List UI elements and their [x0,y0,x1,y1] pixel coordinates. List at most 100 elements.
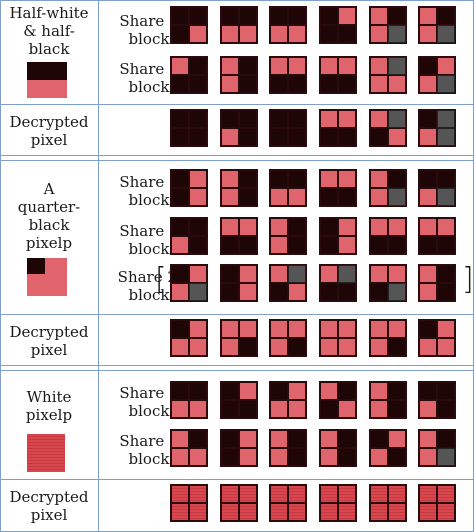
subpixel [288,170,306,188]
subpixel [171,283,189,301]
subpixel [221,485,239,503]
subpixel [388,382,406,400]
share-block [220,381,258,419]
subpixel [221,283,239,301]
subpixel [320,430,338,448]
share-block [369,169,407,207]
subpixel [388,170,406,188]
subpixel [320,265,338,283]
subpixel [370,236,388,254]
subpixel [171,320,189,338]
subpixel [370,218,388,236]
subpixel [239,448,257,466]
share-block [369,429,407,467]
subpixel [419,25,437,43]
subpixel [320,188,338,206]
subpixel [221,188,239,206]
share-block [418,217,456,255]
rule-3 [0,314,474,315]
subpixel [437,236,455,254]
subpixel [437,128,455,146]
subpixel [437,57,455,75]
subpixel [437,7,455,25]
subpixel [437,25,455,43]
section-label-decrypted-2: Decrypted pixel [9,323,89,359]
subpixel [338,338,356,356]
subpixel [437,110,455,128]
subpixel [221,57,239,75]
subpixel [437,188,455,206]
subpixel [370,265,388,283]
subpixel [270,75,288,93]
subpixel [419,430,437,448]
subpixel [288,7,306,25]
subpixel [171,188,189,206]
subpixel [388,25,406,43]
share-block [418,264,456,302]
subpixel [370,485,388,503]
subpixel [239,25,257,43]
subpixel [419,448,437,466]
share-block [220,484,258,522]
section-label-decrypted-1: Decrypted pixel [9,113,89,149]
subpixel [437,75,455,93]
subpixel [419,236,437,254]
subpixel [419,382,437,400]
share-block [170,429,208,467]
section-label-white: White pixelp [25,388,73,424]
subpixel [239,320,257,338]
share-block [269,169,307,207]
subpixel [388,338,406,356]
share-block [319,56,357,94]
subpixel [221,338,239,356]
subpixel [419,283,437,301]
subpixel [320,7,338,25]
subpixel [370,170,388,188]
subpixel [221,236,239,254]
share-block [269,56,307,94]
share-block [220,169,258,207]
subpixel [320,218,338,236]
share-block [418,169,456,207]
share-block [269,484,307,522]
subpixel [189,320,207,338]
subpixel [320,110,338,128]
share-block [369,109,407,147]
subpixel [288,218,306,236]
subpixel [189,503,207,521]
share-block [170,169,208,207]
half-black-sample [27,62,67,98]
subpixel [320,170,338,188]
rule-4a [0,365,474,366]
row-label-share1-a: Share 1 block [119,12,178,48]
subpixel [221,448,239,466]
subpixel [288,25,306,43]
share-block [319,484,357,522]
subpixel [437,265,455,283]
subpixel [437,503,455,521]
subpixel [270,400,288,418]
subpixel [388,57,406,75]
rule-top [0,0,474,1]
subpixel [189,57,207,75]
subpixel [221,430,239,448]
subpixel [221,25,239,43]
subpixel [288,110,306,128]
subpixel [189,485,207,503]
subpixel [388,320,406,338]
subpixel [288,283,306,301]
share-block [269,6,307,44]
share-block [319,109,357,147]
subpixel [221,265,239,283]
share-block [170,109,208,147]
subpixel [270,7,288,25]
share-block [369,319,407,357]
subpixel [338,400,356,418]
subpixel [189,283,207,301]
subpixel [338,218,356,236]
subpixel [320,382,338,400]
subpixel [270,128,288,146]
share-block [170,217,208,255]
subpixel [270,430,288,448]
subpixel [419,57,437,75]
